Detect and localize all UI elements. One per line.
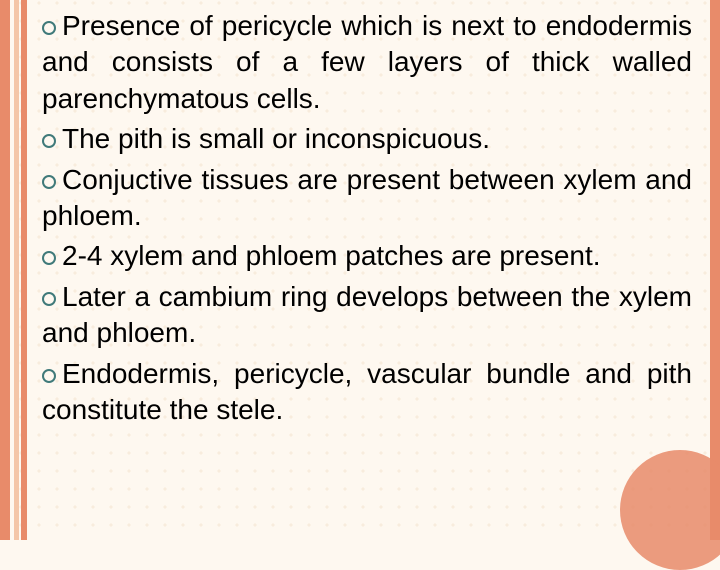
bullet-item: Presence of pericycle which is next to e… bbox=[42, 8, 692, 117]
bullet-marker-icon bbox=[42, 369, 56, 383]
bullet-marker-icon bbox=[42, 21, 56, 35]
left-stripe-3 bbox=[21, 0, 27, 540]
bullet-text: Presence of pericycle which is next to e… bbox=[42, 10, 692, 114]
left-stripe-2 bbox=[14, 0, 19, 540]
bullet-item: Endodermis, pericycle, vascular bundle a… bbox=[42, 356, 692, 429]
bullet-item: Later a cambium ring develops between th… bbox=[42, 279, 692, 352]
bullet-text: Later a cambium ring develops between th… bbox=[42, 281, 692, 348]
left-stripe-1 bbox=[0, 0, 10, 540]
bullet-text: The pith is small or inconspicuous. bbox=[62, 123, 490, 154]
bullet-text: 2-4 xylem and phloem patches are present… bbox=[62, 240, 601, 271]
bullet-text: Conjuctive tissues are present between x… bbox=[42, 164, 692, 231]
bullet-item: The pith is small or inconspicuous. bbox=[42, 121, 692, 157]
bullet-text: Endodermis, pericycle, vascular bundle a… bbox=[42, 358, 692, 425]
bullet-marker-icon bbox=[42, 175, 56, 189]
bullet-marker-icon bbox=[42, 292, 56, 306]
slide-content: Presence of pericycle which is next to e… bbox=[42, 8, 692, 432]
bullet-marker-icon bbox=[42, 134, 56, 148]
bullet-item: 2-4 xylem and phloem patches are present… bbox=[42, 238, 692, 274]
bullet-marker-icon bbox=[42, 251, 56, 265]
bullet-item: Conjuctive tissues are present between x… bbox=[42, 162, 692, 235]
